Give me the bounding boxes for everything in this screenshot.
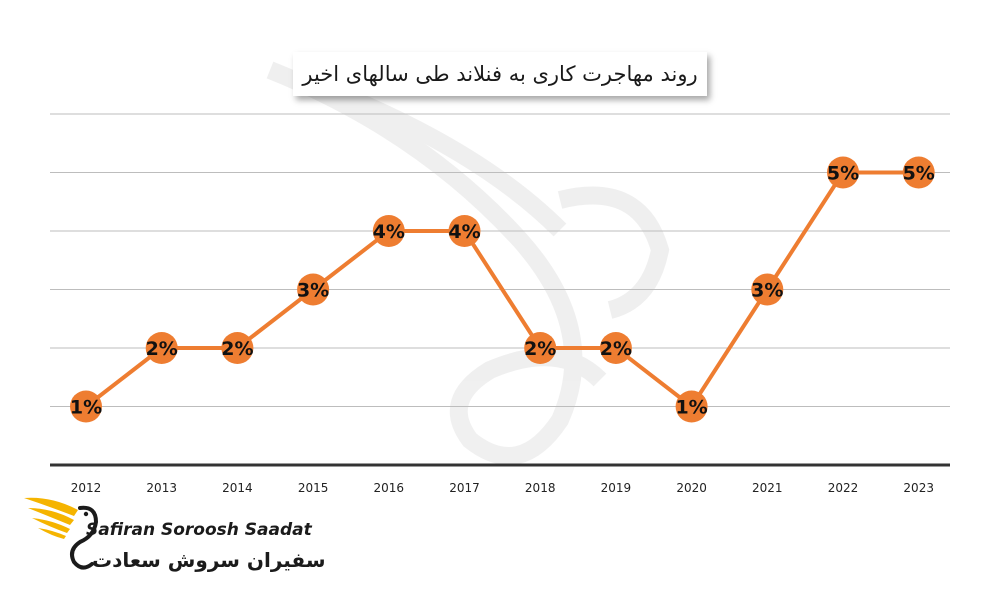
data-label: 2% (146, 338, 178, 360)
data-marker (675, 390, 708, 423)
x-tick-label: 2016 (374, 481, 405, 495)
data-marker (221, 332, 254, 364)
data-marker (751, 273, 784, 306)
data-label: 1% (70, 397, 102, 419)
data-marker (297, 273, 330, 306)
data-label: 5% (903, 163, 935, 185)
data-label: 4% (448, 221, 480, 243)
data-label: 2% (524, 338, 556, 360)
brand-name-en: Safiran Soroosh Saadat (86, 520, 312, 540)
chart-title-box: روند مهاجرت کاری به فنلاند طی سالهای اخی… (293, 52, 707, 96)
x-tick-label: 2023 (903, 481, 934, 495)
x-tick-label: 2020 (676, 481, 707, 495)
x-tick-label: 2013 (146, 481, 177, 495)
data-marker (372, 215, 405, 247)
brand-name-fa: سفیران سروش سعادت (92, 548, 326, 572)
data-marker (902, 156, 935, 189)
brand-logo-icon (24, 497, 99, 570)
data-label: 3% (297, 280, 329, 302)
data-marker (448, 215, 481, 247)
data-marker (70, 390, 102, 423)
watermark-bird-graphic (266, 61, 670, 465)
data-marker (599, 332, 632, 364)
x-tick-label: 2014 (222, 481, 253, 495)
data-label: 1% (675, 397, 707, 419)
data-marker (145, 332, 178, 364)
chart-title: روند مهاجرت کاری به فنلاند طی سالهای اخی… (302, 62, 698, 86)
data-label: 2% (600, 338, 632, 360)
data-marker (524, 332, 557, 364)
data-label: 3% (751, 280, 783, 302)
x-tick-label: 2021 (752, 481, 783, 495)
data-markers (70, 156, 935, 423)
x-tick-labels: 2012 2013 2014 2015 2016 2017 2018 2019 2020 2021… (71, 481, 934, 495)
x-tick-label: 2019 (601, 481, 632, 495)
data-label: 4% (373, 221, 405, 243)
x-tick-label: 2022 (828, 481, 859, 495)
x-tick-label: 2015 (298, 481, 329, 495)
x-tick-label: 2017 (449, 481, 480, 495)
data-marker (827, 156, 859, 189)
x-tick-label: 2018 (525, 481, 556, 495)
data-label: 5% (827, 163, 859, 185)
data-labels: 1% 2% 2% 3% 4% 4% 2% 2% 1% 3% 5% 5% (70, 163, 935, 419)
x-tick-label: 2012 (71, 481, 102, 495)
data-label: 2% (221, 338, 253, 360)
